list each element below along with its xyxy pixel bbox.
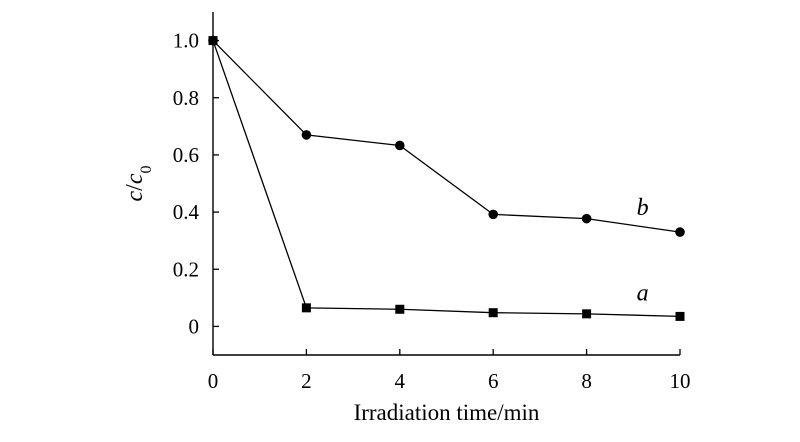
y-axis-title-denominator: c bbox=[122, 173, 148, 184]
y-tick-label: 0.6 bbox=[173, 143, 199, 167]
svg-text:c/c0: c/c0 bbox=[122, 166, 155, 202]
series-b-point bbox=[395, 140, 405, 151]
labels-layer: ab bbox=[637, 195, 649, 307]
x-tick-label: 0 bbox=[208, 369, 219, 393]
y-axis-title-slash: / bbox=[122, 184, 148, 191]
y-axis-title: c/c0 bbox=[122, 166, 155, 202]
x-tick-label: 10 bbox=[670, 369, 691, 393]
y-axis-title-subscript: 0 bbox=[138, 166, 155, 174]
series-b bbox=[208, 35, 685, 237]
series-layer bbox=[208, 35, 685, 321]
series-a-point bbox=[675, 311, 685, 321]
series-a-point bbox=[395, 304, 405, 314]
series-a-point bbox=[488, 308, 498, 318]
y-tick-label: 0.4 bbox=[173, 200, 200, 224]
x-tick-label: 2 bbox=[301, 369, 312, 393]
series-b-point bbox=[581, 213, 592, 224]
y-axis-title-main: c bbox=[122, 190, 148, 201]
series-b-point bbox=[488, 209, 499, 220]
series-a-line bbox=[212, 40, 681, 318]
series-a bbox=[208, 36, 685, 321]
y-tick-label: 0.8 bbox=[173, 86, 199, 110]
x-tick-label: 8 bbox=[581, 369, 592, 393]
y-tick-label: 0.2 bbox=[173, 257, 199, 281]
axes: 0 2 4 6 8 10 0 0.2 0.4 0.6 0.8 1.0 bbox=[173, 12, 691, 393]
series-a-point bbox=[582, 309, 592, 319]
x-axis-title: Irradiation time/min bbox=[354, 400, 540, 425]
series-b-point bbox=[301, 130, 312, 140]
y-tick-label: 1.0 bbox=[173, 29, 199, 53]
y-tick-label: 0 bbox=[189, 314, 200, 338]
series-a-point bbox=[301, 303, 311, 313]
x-tick-label: 6 bbox=[488, 369, 499, 393]
series-b-label: b bbox=[637, 195, 649, 221]
series-b-point bbox=[208, 35, 218, 46]
series-a-label: a bbox=[637, 281, 649, 307]
x-tick-label: 4 bbox=[395, 369, 406, 393]
series-b-line bbox=[212, 40, 681, 233]
series-b-point bbox=[675, 227, 685, 237]
